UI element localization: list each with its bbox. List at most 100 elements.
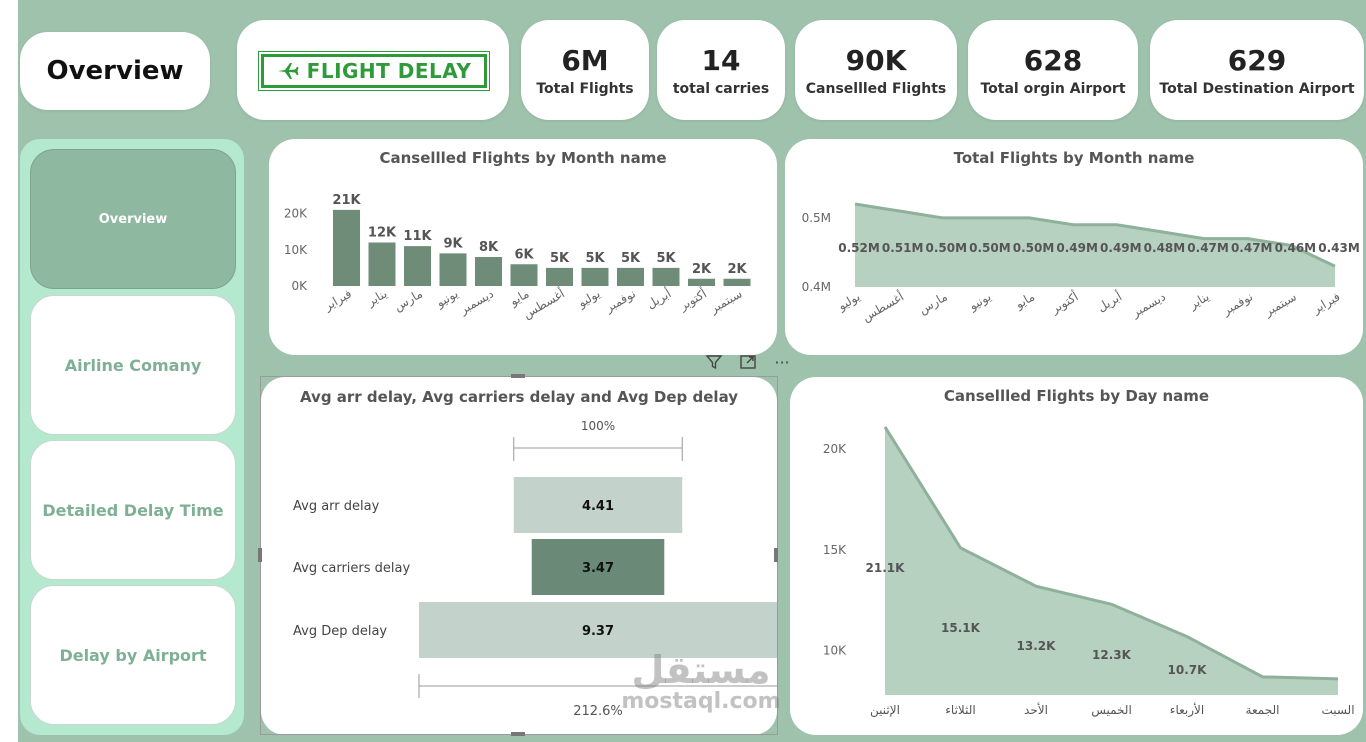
kpi-origin-airports: 628 Total orgin Airport <box>968 20 1138 120</box>
bar <box>617 267 644 286</box>
bottom-percent-label: 212.6% <box>573 704 623 719</box>
logo-text: FLIGHT DELAY <box>306 59 472 83</box>
x-tick-label: أبريل <box>644 286 674 313</box>
x-tick-label: سبتمبر <box>1261 289 1299 320</box>
kpi-cancelled-flights: 90K Cansellled Flights <box>795 20 957 120</box>
bar <box>723 278 751 286</box>
x-tick-label: الثلاثاء <box>945 703 975 717</box>
category-label: Avg carriers delay <box>293 561 410 576</box>
resize-handle-bottom[interactable] <box>511 732 525 736</box>
kpi-label: Cansellled Flights <box>805 81 947 97</box>
series-line <box>883 426 1339 681</box>
cancelled-by-month-plot: 0K 10K 20K 21K فبراير 12K يناير 11K مارس 9K يونيو 8… <box>284 193 751 323</box>
more-options-icon[interactable]: ··· <box>774 352 790 372</box>
avg-delays-chart[interactable]: Avg arr delay, Avg carriers delay and Av… <box>261 377 777 735</box>
kpi-total-carriers: 14 total carries <box>657 20 785 120</box>
data-label: 0.47M <box>1187 241 1229 255</box>
filter-icon[interactable] <box>700 350 728 374</box>
data-label: 9K <box>443 236 463 251</box>
total-flights-by-month-plot: 0.4M 0.5M 0.52M يوليو 0.51M أغسطس 0.50M مارس 0.5… <box>802 202 1360 326</box>
data-label: 12K <box>368 226 397 241</box>
nav-airline-company-button[interactable]: Airline Comany <box>30 295 236 435</box>
chart-title: Cansellled Flights by Day name <box>943 387 1210 405</box>
data-label: 9.37 <box>582 624 614 639</box>
watermark-latin: mostaql.com <box>621 689 781 714</box>
visual-header-toolbar: ··· <box>694 350 796 374</box>
focus-mode-icon[interactable] <box>734 350 762 374</box>
bar <box>652 267 680 286</box>
watermark-arabic: مستقل <box>631 648 771 692</box>
y-tick-label: 10K <box>284 243 308 257</box>
data-label: 5K <box>550 251 570 266</box>
bar <box>581 267 609 286</box>
resize-handle-left[interactable] <box>258 548 262 562</box>
data-label: 0.50M <box>925 241 967 255</box>
y-tick-label: 0.5M <box>802 211 831 225</box>
data-label: 21.1K <box>866 561 906 575</box>
report-canvas: Overview FLIGHT DELAY 6M Total Flights 1… <box>18 0 1366 742</box>
x-tick-label: يوليو <box>835 289 863 314</box>
bar <box>688 278 715 286</box>
resize-handle-top[interactable] <box>511 374 525 378</box>
data-label: 0.46M <box>1275 241 1317 255</box>
y-tick-label: 20K <box>823 442 847 456</box>
kpi-value: 628 <box>1023 44 1083 77</box>
data-label: 5K <box>585 251 605 266</box>
data-label: 13.2K <box>1017 639 1057 653</box>
x-tick-label: يناير <box>364 286 390 310</box>
x-tick-label: مارس <box>392 286 426 314</box>
data-label: 15.1K <box>941 621 981 635</box>
data-label: 12.3K <box>1092 648 1132 662</box>
cancelled-by-day-chart[interactable]: Cansellled Flights by Day name 10K 15K 20K… <box>790 377 1363 735</box>
kpi-value: 6M <box>561 44 609 77</box>
y-tick-label: 10K <box>823 644 847 658</box>
bar <box>510 264 538 286</box>
funnel-bar <box>513 477 683 533</box>
x-tick-label: نوفمبر <box>1219 289 1255 319</box>
y-tick-label: 15K <box>823 543 847 557</box>
x-tick-label: فبراير <box>1309 289 1343 317</box>
x-tick-label: نوفمبر <box>602 286 638 316</box>
x-tick-label: يونيو <box>966 289 994 314</box>
area-fill <box>855 204 1335 287</box>
x-tick-label: ديسمبر <box>1128 289 1168 321</box>
funnel-bar <box>419 602 777 658</box>
x-tick-label: مايو <box>1012 289 1037 312</box>
data-label: 0.43M <box>1318 241 1360 255</box>
x-tick-label: أكتوبر <box>676 286 710 315</box>
data-label: 0.50M <box>1013 241 1055 255</box>
funnel-bar <box>531 539 665 595</box>
data-label: 2K <box>692 262 712 277</box>
data-label: 0.49M <box>1100 241 1142 255</box>
x-tick-label: يونيو <box>433 286 461 311</box>
x-tick-label: الأحد <box>1024 702 1048 717</box>
cancelled-by-month-chart[interactable]: Cansellled Flights by Month name 0K 10K 20… <box>269 139 777 355</box>
nav-overview-button[interactable]: Overview <box>30 149 236 289</box>
x-tick-label: أغسطس <box>859 289 906 326</box>
bar <box>333 209 360 286</box>
total-flights-by-month-chart[interactable]: Total Flights by Month name 0.4M 0.5M 0.52… <box>785 139 1363 355</box>
x-tick-label: السبت <box>1321 703 1354 717</box>
nav-detailed-delay-time-button[interactable]: Detailed Delay Time <box>30 440 236 580</box>
cancelled-by-day-plot: 10K 15K 20K 21.1K الإثنين 15.1K الثلاثاء 13.2K ا… <box>823 426 1355 718</box>
bar <box>404 246 431 286</box>
kpi-value: 14 <box>701 44 741 77</box>
watermark: مستقل mostaql.com <box>616 650 786 714</box>
data-label: 8K <box>479 240 499 255</box>
data-label: 10.7K <box>1168 663 1208 677</box>
avg-delays-plot: 100% Avg arr delay 4.41 Avg carriers delay 3… <box>293 419 777 719</box>
y-tick-label: 0.4M <box>802 280 831 294</box>
x-tick-label: أبريل <box>1095 289 1125 316</box>
data-label: 11K <box>403 229 432 244</box>
data-label: 0.49M <box>1056 241 1098 255</box>
nav-delay-by-airport-button[interactable]: Delay by Airport <box>30 585 236 725</box>
kpi-label: total carries <box>672 81 770 97</box>
resize-handle-right[interactable] <box>774 548 778 562</box>
data-label: 2K <box>727 262 747 277</box>
x-tick-label: أغسطس <box>520 286 567 323</box>
data-label: 0.50M <box>969 241 1011 255</box>
airplane-icon <box>277 63 299 79</box>
x-tick-label: فبراير <box>321 286 355 314</box>
data-label: 3.47 <box>582 561 614 576</box>
data-label: 0.48M <box>1144 241 1186 255</box>
